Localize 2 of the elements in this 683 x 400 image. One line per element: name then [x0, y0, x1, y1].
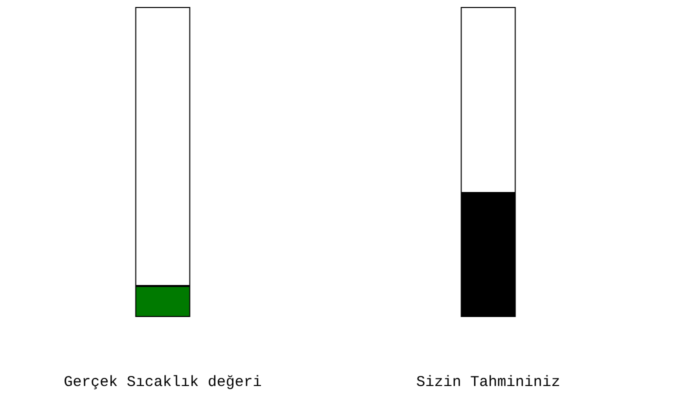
- x-tick-label: Gerçek Sıcaklık değeri: [64, 374, 262, 391]
- x-tick-label: Sizin Tahmininiz: [416, 374, 560, 391]
